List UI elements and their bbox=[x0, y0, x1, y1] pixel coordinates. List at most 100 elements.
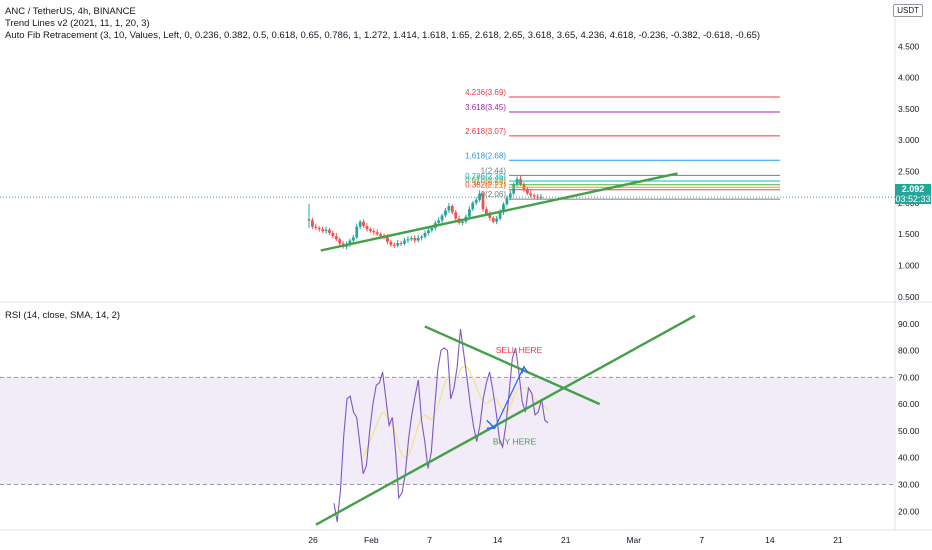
candle bbox=[508, 193, 512, 198]
rsi-tick-label: 40.00 bbox=[898, 453, 920, 463]
buy-here-label: BUY HERE bbox=[493, 436, 537, 446]
symbol-title: ANC / TetherUS, 4h, BINANCE bbox=[5, 6, 136, 17]
fib-level-label: 3.618(3.45) bbox=[465, 103, 506, 112]
time-tick-label: 21 bbox=[561, 535, 571, 545]
candle bbox=[420, 236, 423, 238]
candle bbox=[406, 239, 410, 241]
trendlines-legend: Trend Lines v2 (2021, 11, 1, 20, 3) bbox=[5, 18, 150, 29]
candle bbox=[372, 231, 376, 233]
time-tick-label: 26 bbox=[308, 535, 318, 545]
candle bbox=[328, 229, 331, 233]
rsi-tick-label: 80.00 bbox=[898, 346, 920, 356]
price-tick-label: 2.500 bbox=[898, 167, 920, 177]
rsi-tick-label: 50.00 bbox=[898, 426, 920, 436]
fib-level-label: 0(2.06) bbox=[481, 190, 507, 199]
candle bbox=[386, 237, 389, 242]
arrow-head bbox=[521, 365, 529, 374]
rsi-legend: RSI (14, close, SMA, 14, 2) bbox=[5, 310, 121, 321]
candle bbox=[348, 240, 352, 245]
candle bbox=[311, 220, 314, 227]
price-tick-label: 4.500 bbox=[898, 41, 920, 51]
candle bbox=[481, 193, 485, 210]
sell-arrow bbox=[494, 366, 525, 429]
candle bbox=[403, 240, 406, 244]
candle bbox=[529, 193, 533, 196]
candle bbox=[515, 179, 519, 185]
last-price: 2.092 bbox=[901, 184, 925, 194]
fib-level-label: 4.236(3.69) bbox=[465, 88, 506, 97]
candle bbox=[437, 220, 441, 223]
candle bbox=[525, 189, 529, 194]
candle bbox=[519, 179, 522, 185]
price-tick-label: 1.000 bbox=[898, 261, 920, 271]
candle bbox=[522, 184, 526, 190]
rsi-trendline bbox=[424, 325, 601, 406]
price-tick-label: 4.000 bbox=[898, 73, 920, 83]
candle bbox=[502, 204, 505, 213]
candle bbox=[324, 229, 328, 232]
candle bbox=[355, 226, 359, 238]
time-tick-label: Mar bbox=[626, 535, 641, 545]
candle bbox=[365, 226, 369, 230]
fib-level-label: 0.382(2.21) bbox=[465, 181, 506, 190]
candle bbox=[447, 206, 451, 211]
time-tick-label: 21 bbox=[833, 535, 843, 545]
rsi-band bbox=[0, 377, 895, 485]
buy-arrow-head bbox=[486, 419, 496, 429]
candle bbox=[362, 221, 365, 227]
candle bbox=[454, 212, 458, 219]
candle bbox=[331, 232, 335, 237]
candle bbox=[488, 214, 492, 218]
fib-level-label: 0.5(2.25) bbox=[474, 178, 506, 187]
fib-level-label: 2.618(3.07) bbox=[465, 127, 506, 136]
candle bbox=[379, 234, 383, 237]
currency-unit-button[interactable]: USDT bbox=[893, 4, 923, 17]
candle bbox=[317, 227, 321, 230]
time-tick-label: 7 bbox=[427, 535, 432, 545]
candle bbox=[321, 229, 325, 232]
candle bbox=[474, 199, 478, 203]
candle bbox=[498, 212, 502, 219]
candle bbox=[450, 206, 454, 213]
candle bbox=[423, 232, 427, 237]
rsi-tick-label: 30.00 bbox=[898, 479, 920, 489]
last-price-tag: 2.092 03:52:33 bbox=[895, 184, 931, 204]
candle bbox=[478, 193, 481, 200]
candle bbox=[427, 230, 430, 233]
candle bbox=[440, 215, 444, 221]
candle bbox=[491, 217, 495, 222]
rsi-line bbox=[333, 329, 549, 523]
candle bbox=[444, 210, 447, 216]
time-tick-label: 14 bbox=[493, 535, 503, 545]
rsi-tick-label: 90.00 bbox=[898, 319, 920, 329]
fib-level-label: 0.618(2.29) bbox=[465, 176, 506, 185]
price-tick-label: 1.500 bbox=[898, 229, 920, 239]
countdown-timer: 03:52:33 bbox=[895, 194, 931, 204]
candle bbox=[375, 232, 379, 235]
candle bbox=[467, 209, 471, 217]
fib-level-label: 1.618(2.68) bbox=[465, 151, 506, 160]
candle bbox=[413, 237, 417, 241]
time-tick-label: 7 bbox=[699, 535, 704, 545]
candle bbox=[495, 218, 499, 222]
rsi-trendline bbox=[315, 314, 696, 526]
rsi-tick-label: 20.00 bbox=[898, 506, 920, 516]
candle bbox=[351, 237, 355, 241]
price-tick-label: 3.500 bbox=[898, 104, 920, 114]
candle bbox=[430, 227, 434, 231]
candle bbox=[485, 209, 488, 215]
candle bbox=[512, 184, 516, 194]
candle bbox=[396, 242, 400, 246]
candle bbox=[358, 221, 362, 227]
time-tick-label: Feb bbox=[364, 535, 379, 545]
candle bbox=[409, 237, 413, 240]
candle bbox=[416, 237, 420, 241]
candle bbox=[369, 229, 372, 232]
candle bbox=[399, 242, 403, 244]
candle bbox=[532, 195, 536, 197]
rsi-tick-label: 60.00 bbox=[898, 399, 920, 409]
fib-legend: Auto Fib Retracement (3, 10, Values, Lef… bbox=[5, 30, 761, 41]
price-tick-label: 0.500 bbox=[898, 292, 920, 302]
rsi-tick-label: 70.00 bbox=[898, 372, 920, 382]
